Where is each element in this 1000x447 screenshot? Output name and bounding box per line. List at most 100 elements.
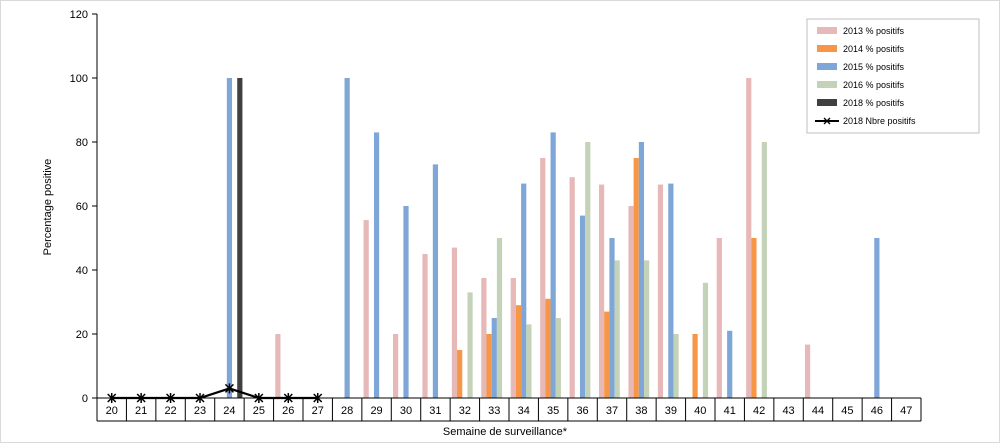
y-tick-label: 20 [76, 329, 88, 341]
x-tick-label: 27 [312, 405, 324, 417]
bar-2018-week-24 [237, 78, 243, 398]
bar-2015-week-34 [521, 183, 527, 398]
bar-2013-week-31 [422, 254, 428, 398]
bar-2013-week-41 [716, 238, 722, 398]
legend-label: 2014 % positifs [843, 44, 905, 54]
y-tick-label: 100 [70, 73, 88, 85]
bar-2016-week-32 [467, 292, 473, 398]
bar-2014-week-32 [457, 350, 463, 398]
bar-2016-week-36 [585, 142, 591, 398]
bar-2016-week-38 [644, 260, 650, 398]
x-tick-label: 43 [782, 405, 794, 417]
bar-2015-week-37 [609, 238, 615, 398]
legend-swatch [817, 63, 837, 70]
x-tick-label: 20 [106, 405, 118, 417]
bar-2014-week-40 [692, 334, 698, 398]
legend-swatch [817, 99, 837, 106]
bar-2013-week-34 [510, 278, 516, 398]
bar-2013-week-37 [599, 184, 605, 398]
bar-2016-week-37 [614, 260, 620, 398]
line-point-week-21 [136, 393, 146, 403]
bar-2014-week-35 [545, 298, 551, 398]
bar-2016-week-33 [496, 238, 503, 398]
bar-2015-week-28 [344, 78, 350, 398]
x-tick-label: 38 [635, 405, 647, 417]
bar-2013-week-30 [393, 334, 399, 398]
x-tick-label: 24 [223, 405, 235, 417]
legend-box [806, 18, 980, 134]
bar-2014-week-38 [633, 158, 639, 398]
x-tick-label: 36 [576, 405, 588, 417]
legend-label: 2015 % positifs [843, 62, 905, 72]
x-tick-label: 35 [547, 405, 559, 417]
legend-swatch [817, 27, 837, 34]
bar-2013-week-35 [540, 158, 546, 398]
bar-2016-week-42 [761, 142, 767, 398]
bar-2015-week-38 [638, 142, 645, 398]
x-tick-label: 23 [194, 405, 206, 417]
x-tick-label: 30 [400, 405, 412, 417]
y-axis-label: Percentage positive [42, 159, 54, 256]
bar-2013-week-38 [628, 206, 634, 398]
bar-2013-week-32 [451, 247, 458, 398]
bar-2016-week-40 [702, 282, 709, 398]
x-tick-label: 39 [665, 405, 677, 417]
line-point-week-26 [283, 393, 293, 403]
x-tick-label: 32 [459, 405, 471, 417]
bar-2014-week-33 [486, 334, 492, 398]
bar-2015-week-39 [668, 183, 674, 398]
x-tick-label: 37 [606, 405, 618, 417]
legend: 2013 % positifs 2014 % positifs 2015 % pos… [806, 18, 980, 134]
y-tick-label: 0 [82, 393, 88, 405]
x-tick-label: 22 [164, 405, 176, 417]
x-axis-label: Semaine de surveillance* [443, 426, 568, 438]
bar-2015-week-29 [373, 132, 380, 398]
x-tick-label: 41 [724, 405, 736, 417]
x-tick-label: 29 [370, 405, 382, 417]
line-series [107, 383, 323, 403]
legend-swatch [817, 45, 837, 52]
legend-label: 2013 % positifs [843, 26, 905, 36]
legend-label: 2016 % positifs [843, 80, 905, 90]
line-point-week-23 [195, 393, 205, 403]
bar-2013-week-33 [481, 278, 487, 398]
x-tick-label: 26 [282, 405, 294, 417]
bar-2015-week-31 [432, 164, 439, 398]
x-tick-label: 47 [900, 405, 912, 417]
x-tick-label: 34 [518, 405, 530, 417]
bar-2016-week-35 [555, 318, 561, 398]
bar-2013-week-39 [657, 184, 664, 398]
bar-2014-week-34 [515, 305, 522, 398]
bar-2013-week-26 [275, 334, 281, 398]
bar-2016-week-34 [526, 324, 532, 398]
x-tick-label: 45 [841, 405, 853, 417]
bar-2015-week-46 [874, 238, 880, 398]
line-point-week-22 [166, 393, 176, 403]
bar-2013-week-42 [746, 78, 752, 398]
bar-2015-week-35 [550, 132, 556, 398]
bar-2014-week-37 [604, 311, 610, 398]
x-tick-label: 42 [753, 405, 765, 417]
x-tick-label: 25 [253, 405, 265, 417]
bar-2015-week-41 [727, 330, 733, 398]
bar-2014-week-42 [751, 238, 757, 398]
y-tick-label: 80 [76, 137, 88, 149]
bar-2015-week-36 [579, 215, 586, 398]
bar-2013-week-29 [363, 220, 369, 398]
x-tick-label: 28 [341, 405, 353, 417]
line-point-week-24 [224, 383, 234, 394]
y-tick-label: 120 [70, 9, 88, 21]
y-axis: 0 20 40 60 80 100 120 [70, 9, 98, 405]
line-point-week-20 [107, 393, 117, 403]
line-point-week-25 [254, 393, 264, 403]
x-tick-label: 21 [135, 405, 147, 417]
x-axis: 20 21 22 23 24 25 26 27 28 29 30 31 32 33 34 35 36 37 38 39… [96, 397, 922, 422]
legend-label: 2018 % positifs [843, 98, 905, 108]
bar-2015-week-30 [403, 206, 409, 398]
line-point-week-27 [313, 393, 323, 403]
bar-2016-week-39 [673, 334, 679, 398]
line-2018-nbre-positifs [111, 387, 318, 400]
x-tick-label: 44 [812, 405, 824, 417]
